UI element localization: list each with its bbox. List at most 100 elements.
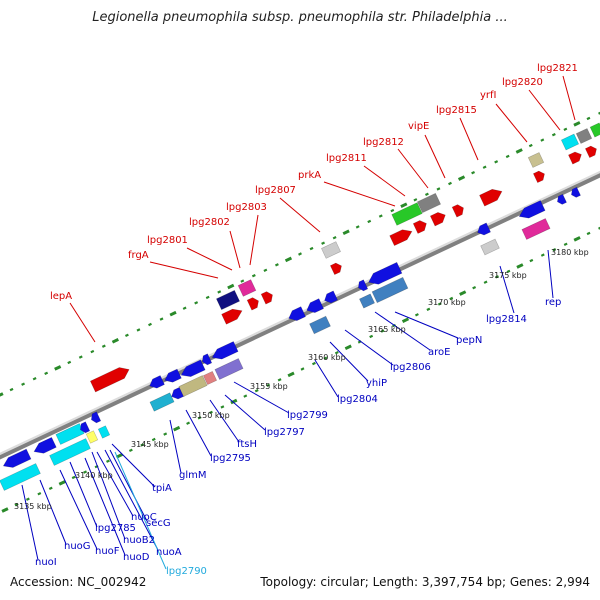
gene-label-secg[interactable]: secG — [146, 518, 171, 529]
track-tick — [101, 344, 106, 348]
forward-gene[interactable] — [246, 296, 261, 311]
reverse-gene[interactable] — [89, 411, 102, 424]
gene-block[interactable] — [391, 202, 423, 226]
gene-label-lpg2799[interactable]: lpg2799 — [287, 410, 328, 421]
gene-label-nuog[interactable]: nuoG — [64, 541, 91, 552]
reverse-gene[interactable] — [304, 298, 324, 316]
track-tick — [136, 328, 141, 332]
gene-label-ftsh[interactable]: ftsH — [237, 439, 257, 450]
gene-label-vipe[interactable]: vipE — [408, 121, 429, 132]
forward-gene[interactable] — [568, 150, 583, 165]
gene-block[interactable] — [527, 152, 545, 168]
gene-block[interactable] — [149, 392, 175, 412]
reverse-gene[interactable] — [322, 290, 338, 305]
gene-label-lpg2801[interactable]: lpg2801 — [147, 235, 188, 246]
gene-label-nuof[interactable]: nuoF — [95, 546, 120, 557]
gene-block[interactable] — [237, 279, 257, 297]
reverse-gene[interactable] — [555, 193, 567, 206]
gene-block[interactable] — [589, 122, 600, 138]
gene-block[interactable] — [49, 438, 91, 466]
gene-label-lpg2814[interactable]: lpg2814 — [486, 314, 527, 325]
gene-label-nuob2[interactable]: nuoB2 — [123, 535, 155, 546]
gene-block[interactable] — [215, 289, 241, 311]
gene-label-pepn[interactable]: pepN — [456, 335, 482, 346]
gene-block[interactable] — [214, 358, 244, 380]
gene-label-nuod[interactable]: nuoD — [123, 552, 150, 563]
label-leader — [186, 247, 233, 271]
gene-block[interactable] — [309, 315, 331, 335]
gene-block[interactable] — [321, 241, 341, 259]
forward-gene[interactable] — [329, 261, 343, 276]
gene-label-lpg2785[interactable]: lpg2785 — [95, 523, 136, 534]
reverse-gene[interactable] — [210, 341, 239, 362]
gene-label-nuoi[interactable]: nuoI — [35, 557, 57, 568]
gene-block[interactable] — [560, 133, 580, 151]
gene-label-lpg2807[interactable]: lpg2807 — [255, 185, 296, 196]
gene-block[interactable] — [480, 238, 500, 256]
forward-gene[interactable] — [221, 306, 245, 325]
gene-block[interactable] — [202, 370, 218, 386]
reverse-gene[interactable] — [366, 261, 403, 287]
track-tick — [140, 443, 145, 447]
gene-block[interactable] — [371, 276, 409, 304]
gene-block[interactable] — [85, 430, 99, 444]
gene-label-lpg2795[interactable]: lpg2795 — [210, 453, 251, 464]
forward-gene[interactable] — [584, 144, 598, 159]
gene-label-lpg2802[interactable]: lpg2802 — [189, 217, 230, 228]
gene-label-lpg2811[interactable]: lpg2811 — [326, 153, 367, 164]
reverse-gene[interactable] — [78, 421, 91, 434]
gene-label-glmm[interactable]: glmM — [179, 470, 207, 481]
gene-block[interactable] — [178, 375, 208, 397]
reverse-gene[interactable] — [200, 353, 213, 366]
gene-block[interactable] — [97, 425, 111, 439]
reverse-gene[interactable] — [475, 222, 491, 237]
reverse-gene[interactable] — [356, 279, 369, 292]
reverse-gene[interactable] — [163, 368, 182, 385]
gene-label-nuoc[interactable]: nuoC — [131, 512, 157, 523]
forward-gene[interactable] — [412, 218, 429, 234]
gene-label-prka[interactable]: prkA — [298, 170, 321, 181]
gene-label-yrfi[interactable]: yrfI — [480, 90, 497, 101]
forward-gene[interactable] — [429, 210, 447, 227]
gene-label-lpg2821[interactable]: lpg2821 — [537, 63, 578, 74]
forward-gene[interactable] — [479, 186, 504, 207]
gene-label-lpg2803[interactable]: lpg2803 — [226, 202, 267, 213]
forward-gene[interactable] — [89, 364, 131, 393]
gene-label-lpg2804[interactable]: lpg2804 — [337, 394, 378, 405]
gene-block[interactable] — [521, 218, 551, 240]
gene-label-frga[interactable]: frgA — [128, 250, 149, 261]
gene-label-tpia[interactable]: tpiA — [152, 483, 172, 494]
gene-label-lepa[interactable]: lepA — [50, 291, 72, 302]
track-tick — [54, 365, 62, 371]
gene-block[interactable] — [575, 128, 593, 144]
forward-gene[interactable] — [260, 290, 275, 305]
gene-label-yhip[interactable]: yhiP — [366, 378, 387, 389]
reverse-gene[interactable] — [286, 306, 306, 324]
gene-label-lpg2820[interactable]: lpg2820 — [502, 77, 543, 88]
forward-gene[interactable] — [532, 169, 546, 184]
gene-label-nuoa[interactable]: nuoA — [156, 547, 182, 558]
gene-label-lpg2806[interactable]: lpg2806 — [390, 362, 431, 373]
forward-gene[interactable] — [451, 203, 466, 218]
reverse-gene[interactable] — [32, 436, 57, 456]
forward-gene[interactable] — [389, 226, 415, 247]
gene-label-lpg2812[interactable]: lpg2812 — [363, 137, 404, 148]
gene-label-lpg2790[interactable]: lpg2790 — [166, 566, 207, 577]
gene-block[interactable] — [416, 192, 442, 214]
track-tick — [378, 214, 383, 218]
reverse-gene[interactable] — [569, 186, 581, 199]
gene-label-lpg2797[interactable]: lpg2797 — [264, 427, 305, 438]
track-tick — [0, 392, 4, 397]
gene-label-rep[interactable]: rep — [545, 297, 561, 308]
scale-label-3180-kbp: 3180 kbp — [551, 248, 589, 257]
reverse-gene[interactable] — [179, 359, 206, 380]
gene-label-lpg2815[interactable]: lpg2815 — [436, 105, 477, 116]
gene-track[interactable] — [0, 122, 600, 491]
reverse-gene[interactable] — [148, 375, 165, 390]
reverse-gene[interactable] — [517, 200, 546, 221]
reverse-gene[interactable] — [1, 448, 32, 471]
gene-block[interactable] — [359, 293, 375, 309]
gene-block[interactable] — [0, 463, 41, 491]
gene-label-aroe[interactable]: aroE — [428, 347, 450, 358]
